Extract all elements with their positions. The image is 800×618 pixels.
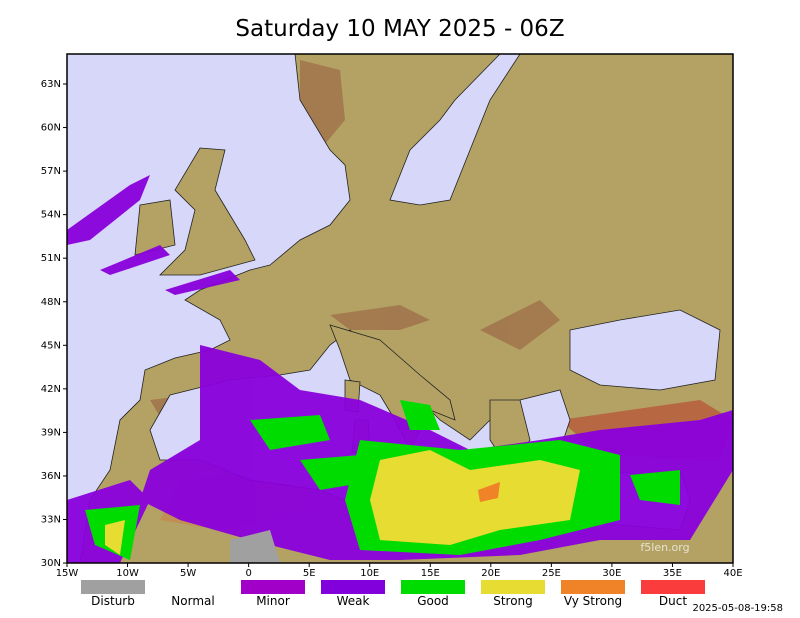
lat-label: 42N <box>41 384 61 395</box>
legend-swatch <box>561 580 625 594</box>
legend-swatch <box>321 580 385 594</box>
legend-label: Duct <box>659 594 687 608</box>
legend: Disturb Normal Minor Weak Good Strong Vy Stron… <box>81 580 705 608</box>
lon-label: 5E <box>303 568 316 579</box>
legend-swatch <box>241 580 305 594</box>
lon-label: 15W <box>56 568 79 579</box>
legend-swatch <box>641 580 705 594</box>
legend-label: Strong <box>493 594 533 608</box>
map-title: Saturday 10 MAY 2025 - 06Z <box>235 16 564 42</box>
timestamp: 2025-05-08-19:58 <box>692 603 783 614</box>
lon-label: 30E <box>602 568 621 579</box>
legend-label: Disturb <box>91 594 135 608</box>
lat-label: 45N <box>41 340 61 351</box>
legend-swatch <box>401 580 465 594</box>
lat-label: 39N <box>41 427 61 438</box>
lon-label: 25E <box>542 568 561 579</box>
legend-swatch <box>81 580 145 594</box>
lon-label: 20E <box>481 568 500 579</box>
legend-label: Vy Strong <box>564 594 622 608</box>
legend-label: Good <box>417 594 449 608</box>
legend-swatch <box>161 580 225 594</box>
lon-label: 10W <box>116 568 139 579</box>
lon-label: 5W <box>180 568 196 579</box>
lat-label: 33N <box>41 515 61 526</box>
lat-label: 36N <box>41 471 61 482</box>
map-area: f5len.org <box>67 54 733 563</box>
lat-label: 48N <box>41 297 61 308</box>
lat-label: 54N <box>41 210 61 221</box>
legend-label: Normal <box>171 594 214 608</box>
legend-swatch <box>481 580 545 594</box>
lon-label: 0 <box>245 568 251 579</box>
lat-label: 57N <box>41 166 61 177</box>
lon-label: 15E <box>421 568 440 579</box>
watermark: f5len.org <box>640 541 689 554</box>
lat-label: 60N <box>41 123 61 134</box>
lat-label: 51N <box>41 253 61 264</box>
legend-label: Weak <box>337 594 370 608</box>
lat-label: 63N <box>41 79 61 90</box>
lon-label: 10E <box>360 568 379 579</box>
lon-label: 40E <box>723 568 742 579</box>
legend-label: Minor <box>256 594 290 608</box>
map-frame <box>66 53 734 564</box>
lat-label: 30N <box>41 558 61 569</box>
lon-label: 35E <box>663 568 682 579</box>
